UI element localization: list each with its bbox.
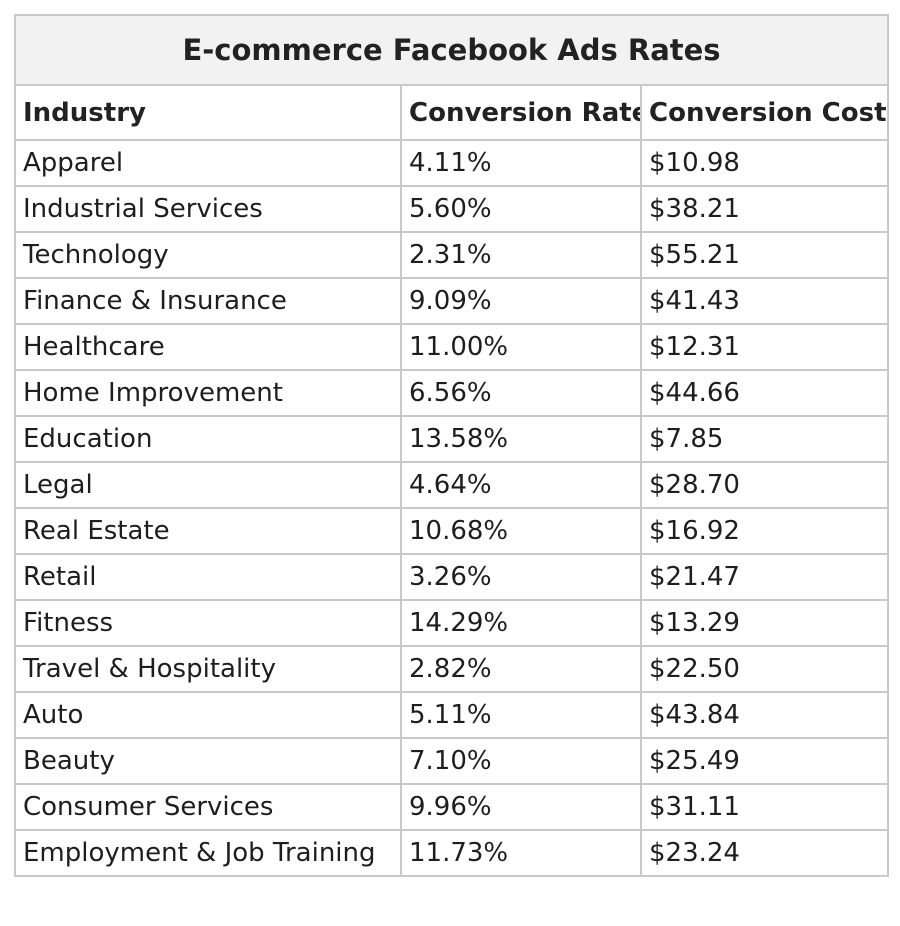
conversion-cost-cell: $16.92: [639, 507, 890, 555]
industry-cell: Consumer Services: [14, 783, 402, 831]
conversion-cost-cell: $23.24: [639, 829, 890, 877]
industry-cell: Healthcare: [14, 323, 402, 371]
industry-cell: Industrial Services: [14, 185, 402, 233]
table-row: Auto 5.11% $43.84: [14, 691, 890, 739]
rates-table-container: E-commerce Facebook Ads Rates Industry C…: [13, 14, 890, 877]
conversion-cost-cell: $12.31: [639, 323, 890, 371]
table-row: Education 13.58% $7.85: [14, 415, 890, 463]
conversion-cost-cell: $10.98: [639, 139, 890, 187]
conversion-cost-cell: $22.50: [639, 645, 890, 693]
header-conversion-cost: Conversion Cost: [639, 84, 890, 141]
conversion-cost-cell: $28.70: [639, 461, 890, 509]
header-conversion-rate: Conversion Rate: [400, 84, 642, 141]
conversion-rate-cell: 11.73%: [400, 829, 642, 877]
conversion-rate-cell: 4.11%: [400, 139, 642, 187]
header-industry: Industry: [14, 84, 402, 141]
conversion-rate-cell: 9.96%: [400, 783, 642, 831]
table-row: Beauty 7.10% $25.49: [14, 737, 890, 785]
conversion-rate-cell: 10.68%: [400, 507, 642, 555]
industry-cell: Real Estate: [14, 507, 402, 555]
industry-cell: Auto: [14, 691, 402, 739]
table-row: Legal 4.64% $28.70: [14, 461, 890, 509]
rates-table: E-commerce Facebook Ads Rates Industry C…: [13, 14, 890, 877]
table-row: Finance & Insurance 9.09% $41.43: [14, 277, 890, 325]
conversion-cost-cell: $31.11: [639, 783, 890, 831]
conversion-rate-cell: 2.31%: [400, 231, 642, 279]
conversion-cost-cell: $44.66: [639, 369, 890, 417]
table-row: Travel & Hospitality 2.82% $22.50: [14, 645, 890, 693]
conversion-cost-cell: $7.85: [639, 415, 890, 463]
table-body: Apparel 4.11% $10.98 Industrial Services 5.6…: [14, 139, 890, 877]
conversion-rate-cell: 7.10%: [400, 737, 642, 785]
conversion-cost-cell: $13.29: [639, 599, 890, 647]
table-row: Home Improvement 6.56% $44.66: [14, 369, 890, 417]
industry-cell: Home Improvement: [14, 369, 402, 417]
conversion-rate-cell: 5.60%: [400, 185, 642, 233]
table-row: Consumer Services 9.96% $31.11: [14, 783, 890, 831]
industry-cell: Employment & Job Training: [14, 829, 402, 877]
conversion-rate-cell: 5.11%: [400, 691, 642, 739]
industry-cell: Apparel: [14, 139, 402, 187]
conversion-rate-cell: 14.29%: [400, 599, 642, 647]
table-row: Apparel 4.11% $10.98: [14, 139, 890, 187]
table-row: Retail 3.26% $21.47: [14, 553, 890, 601]
table-row: Fitness 14.29% $13.29: [14, 599, 890, 647]
industry-cell: Travel & Hospitality: [14, 645, 402, 693]
conversion-cost-cell: $21.47: [639, 553, 890, 601]
conversion-cost-cell: $25.49: [639, 737, 890, 785]
industry-cell: Beauty: [14, 737, 402, 785]
conversion-rate-cell: 9.09%: [400, 277, 642, 325]
header-row: Industry Conversion Rate Conversion Cost: [14, 84, 890, 141]
title-row: E-commerce Facebook Ads Rates: [13, 14, 890, 86]
conversion-rate-cell: 11.00%: [400, 323, 642, 371]
conversion-rate-cell: 13.58%: [400, 415, 642, 463]
conversion-cost-cell: $55.21: [639, 231, 890, 279]
industry-cell: Retail: [14, 553, 402, 601]
conversion-cost-cell: $38.21: [639, 185, 890, 233]
conversion-rate-cell: 4.64%: [400, 461, 642, 509]
table-row: Industrial Services 5.60% $38.21: [14, 185, 890, 233]
table-row: Real Estate 10.68% $16.92: [14, 507, 890, 555]
industry-cell: Legal: [14, 461, 402, 509]
industry-cell: Education: [14, 415, 402, 463]
table-title: E-commerce Facebook Ads Rates: [13, 14, 890, 86]
table-row: Healthcare 11.00% $12.31: [14, 323, 890, 371]
industry-cell: Fitness: [14, 599, 402, 647]
industry-cell: Finance & Insurance: [14, 277, 402, 325]
conversion-rate-cell: 6.56%: [400, 369, 642, 417]
table-row: Technology 2.31% $55.21: [14, 231, 890, 279]
table-row: Employment & Job Training 11.73% $23.24: [14, 829, 890, 877]
conversion-rate-cell: 3.26%: [400, 553, 642, 601]
conversion-cost-cell: $41.43: [639, 277, 890, 325]
conversion-rate-cell: 2.82%: [400, 645, 642, 693]
conversion-cost-cell: $43.84: [639, 691, 890, 739]
industry-cell: Technology: [14, 231, 402, 279]
